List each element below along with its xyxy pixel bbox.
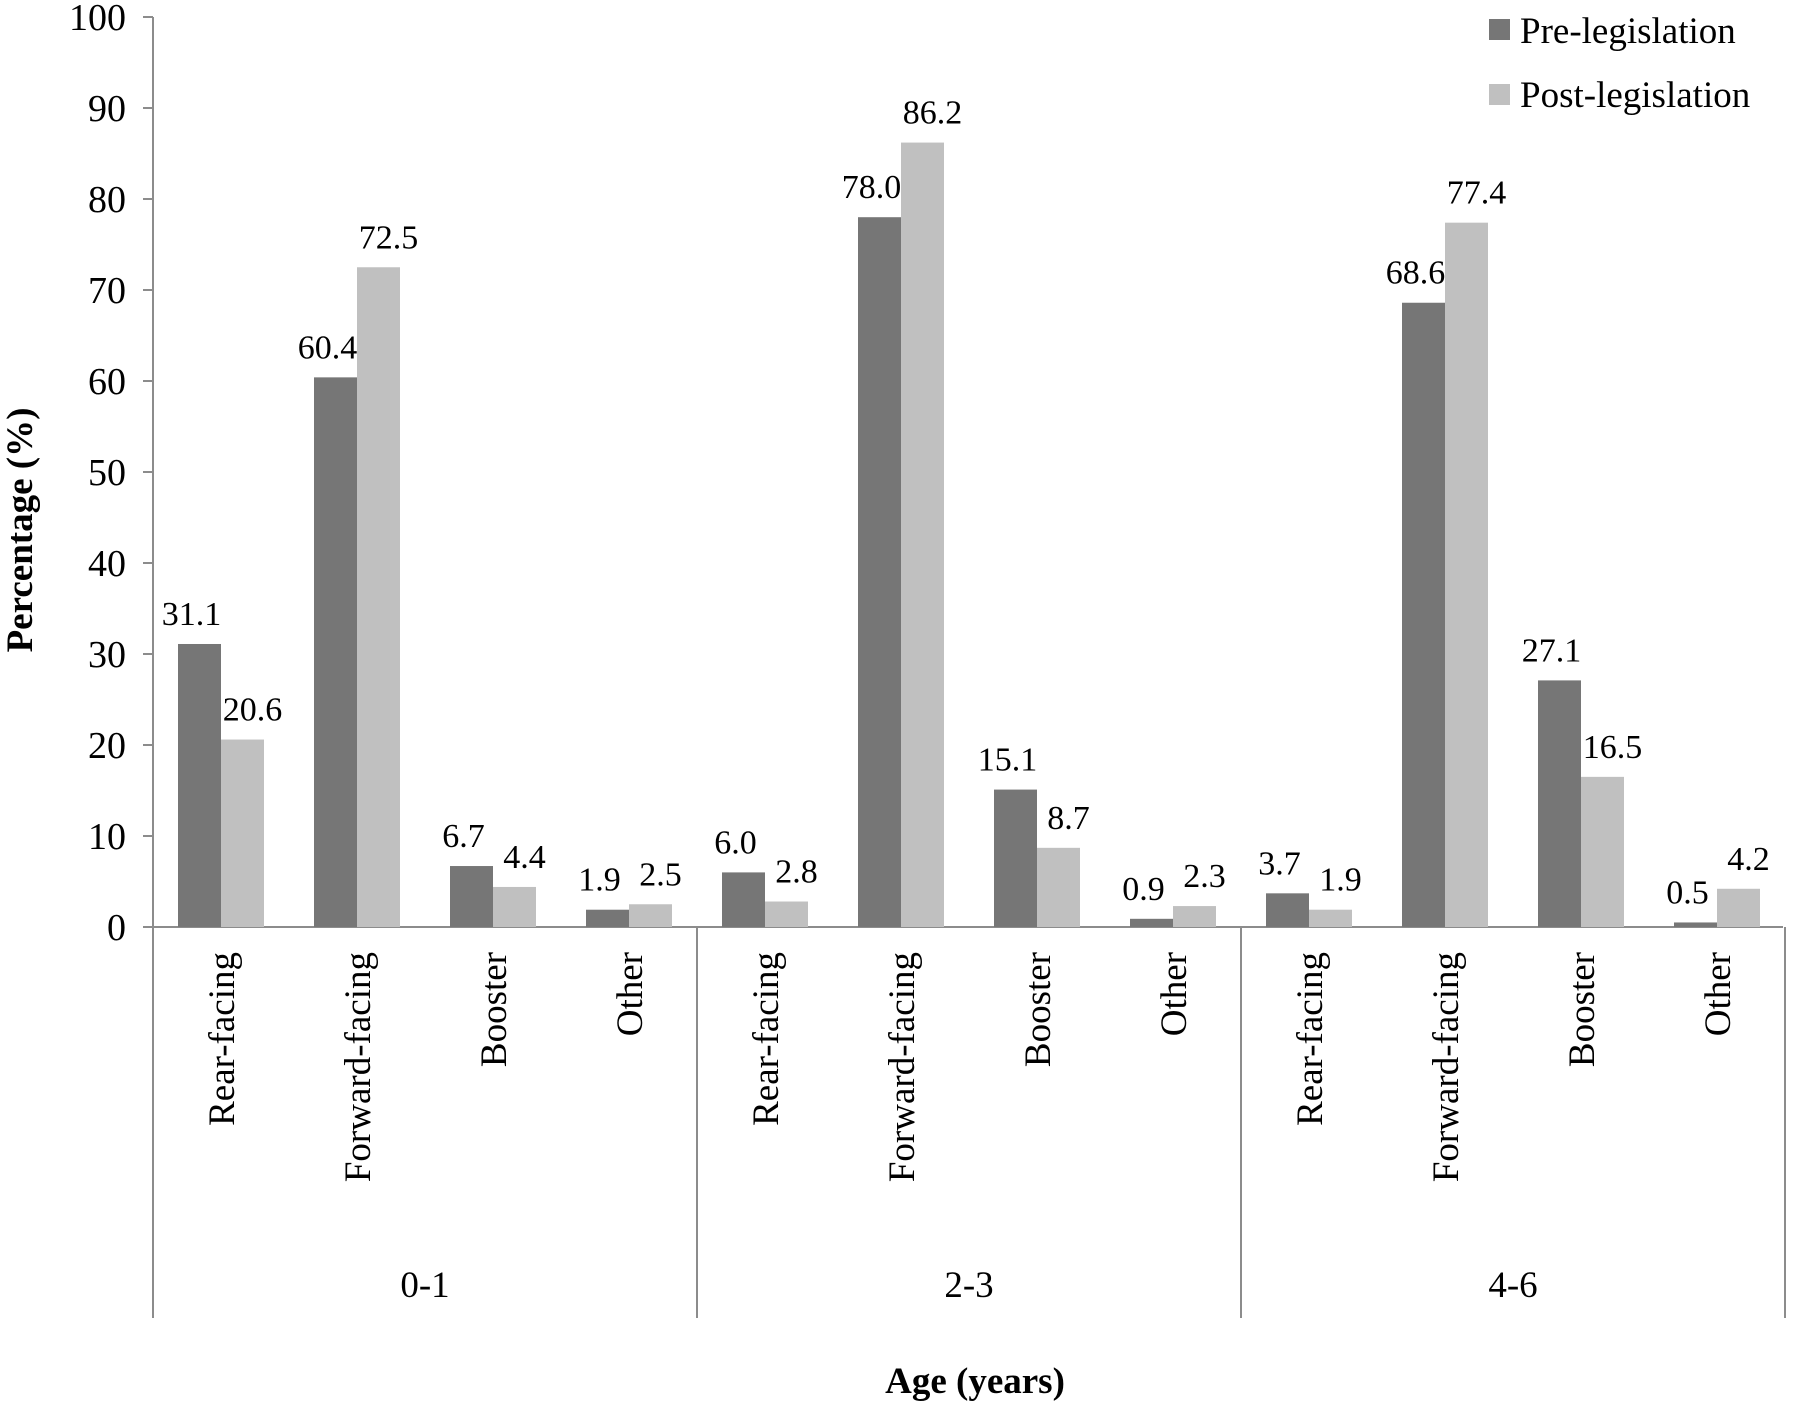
y-tick-label: 100 bbox=[69, 0, 126, 39]
bar-post bbox=[1717, 888, 1760, 927]
data-label-post: 72.5 bbox=[359, 219, 419, 256]
bar-pre bbox=[1402, 302, 1445, 927]
data-label-pre: 0.9 bbox=[1122, 871, 1165, 908]
category-label: Rear-facing bbox=[746, 952, 787, 1126]
bar-post bbox=[765, 901, 808, 927]
y-tick-label: 10 bbox=[88, 816, 126, 858]
bar-post bbox=[1309, 909, 1352, 927]
y-tick-label: 40 bbox=[88, 543, 126, 585]
bar-post bbox=[1445, 222, 1488, 927]
category-label: Forward-facing bbox=[338, 952, 379, 1182]
y-axis-title: Percentage (%) bbox=[0, 408, 41, 653]
bar-pre bbox=[586, 909, 629, 927]
bar-pre bbox=[1266, 893, 1309, 927]
legend: Pre-legislation Post-legislation bbox=[1489, 11, 1750, 116]
group-label: 4-6 bbox=[1488, 1265, 1537, 1306]
category-label: Booster bbox=[1562, 952, 1603, 1067]
category-label: Rear-facing bbox=[202, 952, 243, 1126]
bar-pre bbox=[1538, 680, 1581, 927]
y-tick-label: 90 bbox=[88, 88, 126, 130]
data-label-post: 2.3 bbox=[1183, 858, 1226, 895]
category-label: Other bbox=[1698, 952, 1739, 1036]
bar-post bbox=[629, 904, 672, 927]
data-label-pre: 6.0 bbox=[714, 824, 757, 861]
axes: 0 10 20 30 40 50 60 70 80 90 100 bbox=[69, 0, 1786, 1318]
category-label: Rear-facing bbox=[1290, 952, 1331, 1126]
bar-post bbox=[901, 142, 944, 927]
y-tick-label: 60 bbox=[88, 361, 126, 403]
category-label: Booster bbox=[1018, 952, 1059, 1067]
y-tick-label: 30 bbox=[88, 634, 126, 676]
bar-post bbox=[493, 886, 536, 927]
data-label-pre: 6.7 bbox=[442, 818, 485, 855]
data-label-post: 4.4 bbox=[503, 839, 546, 876]
data-label-post: 1.9 bbox=[1319, 862, 1362, 899]
bar-post bbox=[1581, 776, 1624, 927]
category-label: Forward-facing bbox=[1426, 952, 1467, 1182]
data-label-pre: 68.6 bbox=[1386, 255, 1446, 292]
data-label-post: 20.6 bbox=[223, 692, 283, 729]
bars bbox=[178, 142, 1760, 927]
data-label-pre: 0.5 bbox=[1666, 874, 1709, 911]
legend-label-post: Post-legislation bbox=[1520, 75, 1750, 116]
data-label-post: 2.5 bbox=[639, 856, 682, 893]
category-label: Other bbox=[610, 952, 651, 1036]
data-label-post: 4.2 bbox=[1727, 841, 1770, 878]
category-label: Booster bbox=[474, 952, 515, 1067]
bar-pre bbox=[450, 866, 493, 927]
legend-swatch-post bbox=[1489, 84, 1510, 105]
y-tick-label: 0 bbox=[107, 907, 126, 949]
data-labels: 31.1 20.6 60.4 72.5 6.7 4.4 1.9 2.5 6.0 2.8 78.086… bbox=[162, 95, 1770, 912]
bar-post bbox=[357, 267, 400, 927]
category-label: Forward-facing bbox=[882, 952, 923, 1182]
legend-label-pre: Pre-legislation bbox=[1520, 11, 1736, 52]
group-label: 0-1 bbox=[400, 1265, 449, 1306]
y-tick-label: 70 bbox=[88, 270, 126, 312]
data-label-pre: 60.4 bbox=[298, 329, 358, 366]
y-tick-label: 80 bbox=[88, 179, 126, 221]
data-label-post: 16.5 bbox=[1583, 729, 1643, 766]
data-label-post: 2.8 bbox=[775, 854, 818, 891]
data-label-pre: 78.0 bbox=[842, 169, 902, 206]
bar-pre bbox=[1130, 918, 1173, 927]
data-label-post: 86.2 bbox=[903, 95, 963, 132]
legend-swatch-pre bbox=[1489, 19, 1510, 40]
bar-pre bbox=[858, 217, 901, 927]
bar-post bbox=[1173, 906, 1216, 927]
data-label-pre: 27.1 bbox=[1522, 632, 1582, 669]
data-label-post: 8.7 bbox=[1047, 800, 1090, 837]
data-label-post: 77.4 bbox=[1447, 175, 1507, 212]
data-label-pre: 31.1 bbox=[162, 596, 222, 633]
x-categories: 0-1 Rear-facing Forward-facing Booster Other… bbox=[202, 952, 1739, 1306]
group-label: 2-3 bbox=[944, 1265, 993, 1306]
bar-pre bbox=[722, 872, 765, 927]
bar-pre bbox=[1674, 922, 1717, 927]
bar-post bbox=[221, 739, 264, 927]
data-label-pre: 15.1 bbox=[978, 742, 1038, 779]
bar-pre bbox=[994, 789, 1037, 927]
bar-pre bbox=[314, 377, 357, 927]
data-label-pre: 1.9 bbox=[578, 862, 621, 899]
y-tick-label: 20 bbox=[88, 725, 126, 767]
data-label-pre: 3.7 bbox=[1258, 845, 1301, 882]
y-tick-label: 50 bbox=[88, 452, 126, 494]
x-axis-title: Age (years) bbox=[885, 1361, 1065, 1402]
category-label: Other bbox=[1154, 952, 1195, 1036]
bar-post bbox=[1037, 847, 1080, 927]
bar-pre bbox=[178, 643, 221, 927]
